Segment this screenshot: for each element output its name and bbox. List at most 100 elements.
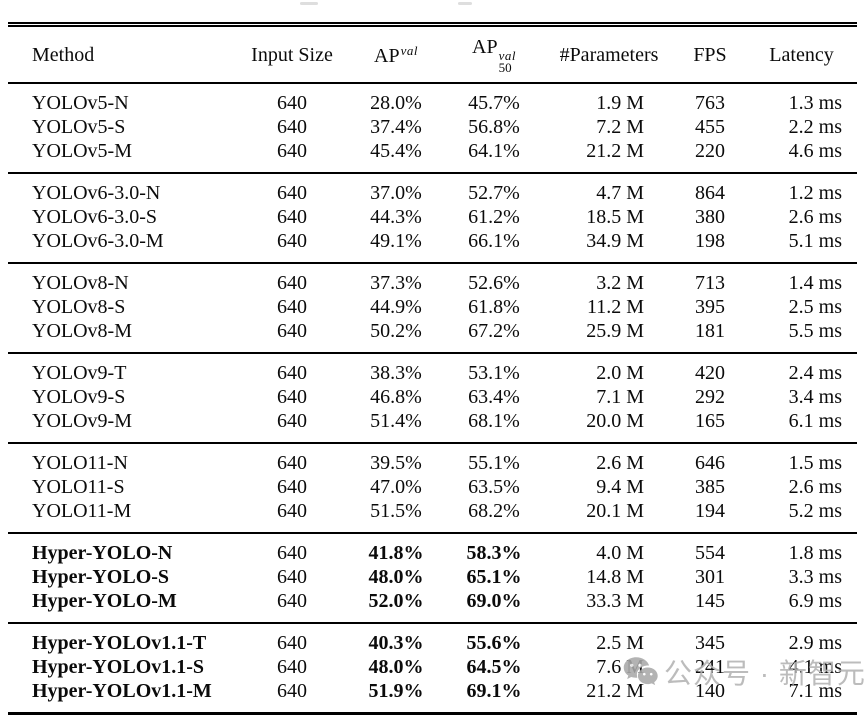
method-cell: YOLOv8-N — [32, 272, 129, 294]
col-header-ap-val: APval — [348, 25, 444, 84]
method-cell: YOLOv8-S — [32, 296, 126, 318]
method-cell: YOLOv9-M — [32, 410, 132, 432]
ap50-val-cell: 61.8% — [468, 296, 520, 318]
method-cell: YOLOv9-T — [32, 362, 127, 384]
input-size-cell: 640 — [277, 632, 307, 654]
parameters-cell: 20.1 M — [586, 500, 644, 522]
input-size-cell: 640 — [277, 182, 307, 204]
latency-cell: 2.6 ms — [788, 476, 842, 498]
ap-val-cell: 49.1% — [370, 230, 422, 252]
fps-cell: 763 — [695, 92, 725, 114]
parameters-cell: 3.2 M — [596, 272, 644, 294]
ap50-val-cell: 52.7% — [468, 182, 520, 204]
ap-val-cell: 40.3% — [368, 632, 424, 654]
ap-val-cell: 51.9% — [368, 680, 424, 702]
table-group: YOLO11-N 640 39.5% 55.1% 2.6 M 646 1.5 ms YOLO1… — [8, 443, 857, 533]
table-row: YOLOv8-M 640 50.2% 67.2% 25.9 M 181 5.5 ms — [8, 319, 857, 353]
method-cell: Hyper-YOLOv1.1-S — [32, 656, 205, 678]
input-size-cell: 640 — [277, 656, 307, 678]
input-size-cell: 640 — [277, 590, 307, 612]
input-size-cell: 640 — [277, 230, 307, 252]
col-header-parameters: #Parameters — [559, 43, 659, 66]
input-size-cell: 640 — [277, 452, 307, 474]
latency-cell: 6.9 ms — [788, 590, 842, 612]
latency-cell: 3.3 ms — [788, 566, 842, 588]
method-cell: YOLOv5-S — [32, 116, 126, 138]
ap50-val-cell: 68.1% — [468, 410, 520, 432]
ap50-val-cell: 55.6% — [466, 632, 522, 654]
parameters-cell: 7.1 M — [596, 386, 644, 408]
ap-val-superscript: val — [400, 42, 418, 58]
input-size-cell: 640 — [277, 500, 307, 522]
ap50-val-cell: 45.7% — [468, 92, 520, 114]
parameters-cell: 2.6 M — [596, 452, 644, 474]
parameters-cell: 4.7 M — [596, 182, 644, 204]
table-row: YOLOv9-S 640 46.8% 63.4% 7.1 M 292 3.4 ms — [8, 385, 857, 409]
parameters-cell: 11.2 M — [586, 296, 644, 318]
method-cell: YOLOv6-3.0-M — [32, 230, 164, 252]
latency-cell: 2.4 ms — [788, 362, 842, 384]
fps-cell: 420 — [695, 362, 725, 384]
ap50-val-cell: 66.1% — [468, 230, 520, 252]
header-row: Method Input Size APval AP val 50 #Paramet… — [8, 25, 857, 84]
fps-cell: 713 — [695, 272, 725, 294]
table-group: YOLOv6-3.0-N 640 37.0% 52.7% 4.7 M 864 1.2 ms Y… — [8, 173, 857, 263]
fps-cell: 181 — [695, 320, 725, 342]
method-cell: YOLO11-N — [32, 452, 128, 474]
ap50-val-cell: 64.5% — [466, 656, 522, 678]
fps-cell: 194 — [695, 500, 725, 522]
method-cell: Hyper-YOLO-S — [32, 566, 170, 588]
ap50-base: AP — [472, 36, 498, 58]
latency-cell: 2.5 ms — [788, 296, 842, 318]
fps-cell: 292 — [695, 386, 725, 408]
latency-cell: 4.6 ms — [788, 140, 842, 162]
table-row: YOLOv5-S 640 37.4% 56.8% 7.2 M 455 2.2 ms — [8, 115, 857, 139]
table-row: Hyper-YOLOv1.1-S 640 48.0% 64.5% 7.6 M 241 4.1… — [8, 655, 857, 679]
input-size-cell: 640 — [277, 362, 307, 384]
latency-cell: 5.1 ms — [788, 230, 842, 252]
fps-cell: 140 — [695, 680, 725, 702]
table-row: YOLOv8-N 640 37.3% 52.6% 3.2 M 713 1.4 ms — [8, 263, 857, 295]
ap50-superscript: val — [498, 48, 516, 63]
ap-val-cell: 37.3% — [370, 272, 422, 294]
table-group: YOLOv9-T 640 38.3% 53.1% 2.0 M 420 2.4 ms YOLOv… — [8, 353, 857, 443]
fps-cell: 554 — [695, 542, 725, 564]
ap50-val-cell: 63.5% — [468, 476, 520, 498]
table-row: YOLOv8-S 640 44.9% 61.8% 11.2 M 395 2.5 ms — [8, 295, 857, 319]
input-size-cell: 640 — [277, 566, 307, 588]
ap-val-cell: 47.0% — [370, 476, 422, 498]
caption-artifact — [300, 2, 318, 5]
ap-val-cell: 46.8% — [370, 386, 422, 408]
ap-val-cell: 44.3% — [370, 206, 422, 228]
fps-cell: 864 — [695, 182, 725, 204]
table-group: Hyper-YOLOv1.1-T 640 40.3% 55.6% 2.5 M 345 2.9… — [8, 623, 857, 714]
ap50-subscript: 50 — [498, 60, 512, 75]
table-row: YOLOv5-N 640 28.0% 45.7% 1.9 M 763 1.3 ms — [8, 83, 857, 115]
method-cell: YOLOv6-3.0-N — [32, 182, 161, 204]
ap50-val-cell: 67.2% — [468, 320, 520, 342]
latency-cell: 2.9 ms — [788, 632, 842, 654]
latency-cell: 4.1 ms — [788, 656, 842, 678]
table-row: YOLO11-N 640 39.5% 55.1% 2.6 M 646 1.5 ms — [8, 443, 857, 475]
latency-cell: 2.6 ms — [788, 206, 842, 228]
input-size-cell: 640 — [277, 476, 307, 498]
method-cell: YOLOv9-S — [32, 386, 126, 408]
ap50-val-cell: 63.4% — [468, 386, 520, 408]
col-header-fps: FPS — [693, 43, 727, 66]
table-header: Method Input Size APval AP val 50 #Paramet… — [8, 24, 857, 84]
fps-cell: 145 — [695, 590, 725, 612]
ap50-val-cell: 69.0% — [466, 590, 522, 612]
results-table: Method Input Size APval AP val 50 #Paramet… — [8, 22, 857, 715]
method-cell: YOLO11-M — [32, 500, 132, 522]
fps-cell: 385 — [695, 476, 725, 498]
latency-cell: 7.1 ms — [788, 680, 842, 702]
table-row: YOLOv5-M 640 45.4% 64.1% 21.2 M 220 4.6 ms — [8, 139, 857, 173]
latency-cell: 2.2 ms — [788, 116, 842, 138]
fps-cell: 198 — [695, 230, 725, 252]
method-cell: YOLOv6-3.0-S — [32, 206, 157, 228]
method-cell: YOLOv8-M — [32, 320, 132, 342]
ap-val-cell: 45.4% — [370, 140, 422, 162]
ap50-val-cell: 64.1% — [468, 140, 520, 162]
ap-val-cell: 44.9% — [370, 296, 422, 318]
input-size-cell: 640 — [277, 92, 307, 114]
